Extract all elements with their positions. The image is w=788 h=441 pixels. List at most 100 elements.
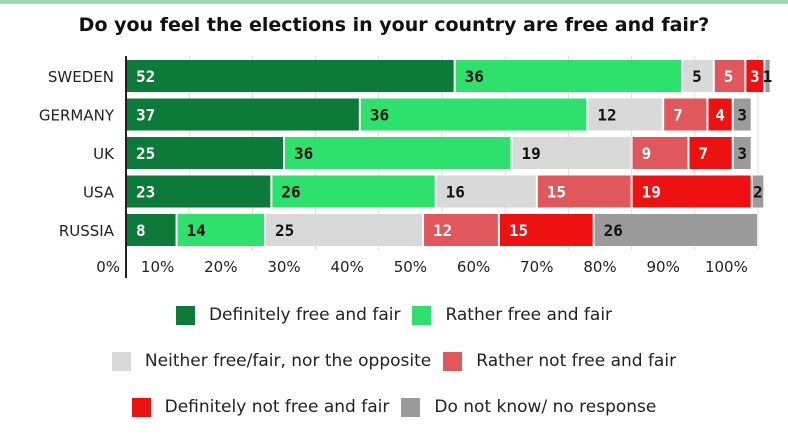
- data-label-russia-definitely-not-free-and-fair: 15: [509, 221, 528, 240]
- bar-sweden-neither-free-fair-nor-the-opposite: [683, 60, 713, 92]
- x-tick-label: 70%: [520, 258, 553, 276]
- bar-uk-neither-free-fair-nor-the-opposite: [512, 137, 631, 169]
- x-tick-label: 50%: [394, 258, 427, 276]
- bar-russia-do-not-know-no-response: [594, 214, 757, 246]
- legend-swatch: [111, 351, 131, 371]
- legend-item-definitely-not-free-and-fair: Definitely not free and fair: [131, 397, 389, 417]
- category-label-uk: UK: [93, 145, 115, 163]
- data-label-russia-definitely-free-and-fair: 8: [136, 221, 146, 240]
- data-label-germany-do-not-know-no-response: 3: [737, 106, 747, 125]
- data-label-usa-definitely-free-and-fair: 23: [136, 183, 155, 202]
- data-label-uk-definitely-free-and-fair: 25: [136, 144, 155, 163]
- bar-usa-neither-free-fair-nor-the-opposite: [436, 175, 536, 208]
- legend-label: Neither free/fair, nor the opposite: [144, 351, 432, 371]
- data-label-sweden-neither-free-fair-nor-the-opposite: 5: [692, 67, 702, 86]
- legend-item-rather-not-free-and-fair: Rather not free and fair: [443, 351, 676, 371]
- data-label-sweden-definitely-free-and-fair: 52: [136, 67, 155, 86]
- legend-swatch: [443, 351, 463, 371]
- legend-item-definitely-free-and-fair: Definitely free and fair: [175, 305, 401, 325]
- stacked-bar-chart: 52 36 5 5 3 137 36 12 7 4 325 36 19 9 7 323 26 16 15 19 28 14…: [39, 56, 772, 278]
- bar-uk-rather-free-and-fair: [285, 137, 511, 169]
- bars: 52 36 5 5 3 137 36 12 7 4 325 36 19 9 7 323 26 16 15 19 28 14…: [127, 60, 772, 246]
- data-label-germany-definitely-free-and-fair: 37: [136, 106, 155, 125]
- data-label-usa-rather-not-free-and-fair: 15: [547, 183, 566, 202]
- bar-germany-definitely-not-free-and-fair: [708, 98, 732, 131]
- data-label-germany-rather-free-and-fair: 36: [370, 106, 389, 125]
- legend-swatch: [412, 305, 432, 325]
- legend-swatch: [401, 397, 421, 417]
- bar-usa-definitely-free-and-fair: [127, 175, 271, 208]
- data-label-sweden-rather-free-and-fair: 36: [465, 67, 484, 86]
- bar-sweden-rather-free-and-fair: [455, 60, 682, 92]
- bar-russia-rather-not-free-and-fair: [424, 214, 498, 246]
- x-tick-label: 40%: [331, 258, 364, 276]
- data-label-uk-rather-not-free-and-fair: 9: [642, 144, 652, 163]
- data-label-sweden-definitely-not-free-and-fair: 3: [750, 67, 760, 86]
- bar-uk-rather-not-free-and-fair: [632, 137, 688, 169]
- legend-swatch: [131, 397, 151, 417]
- top-rule: [0, 0, 788, 4]
- legend-row: Definitely free and fair Rather free and …: [0, 305, 788, 325]
- data-label-sweden-do-not-know-no-response: 1: [763, 67, 773, 86]
- legend-label: Definitely free and fair: [208, 305, 401, 325]
- x-tick-label: 20%: [204, 258, 237, 276]
- bar-russia-rather-free-and-fair: [177, 214, 265, 246]
- data-label-sweden-rather-not-free-and-fair: 5: [724, 67, 734, 86]
- x-tick-label: 100%: [705, 258, 748, 276]
- data-label-uk-rather-free-and-fair: 36: [294, 144, 313, 163]
- legend-row: Definitely not free and fair Do not know/…: [0, 397, 788, 417]
- category-label-usa: USA: [83, 184, 115, 202]
- bar-sweden-rather-not-free-and-fair: [714, 60, 745, 92]
- data-label-germany-neither-free-fair-nor-the-opposite: 12: [597, 106, 616, 125]
- bar-usa-do-not-know-no-response: [752, 175, 764, 208]
- bar-usa-definitely-not-free-and-fair: [632, 175, 751, 208]
- data-label-uk-do-not-know-no-response: 3: [737, 144, 747, 163]
- x-tick-label: 90%: [647, 258, 680, 276]
- legend-row: Neither free/fair, nor the opposite Rathe…: [0, 351, 788, 371]
- data-label-usa-neither-free-fair-nor-the-opposite: 16: [446, 183, 465, 202]
- bar-uk-do-not-know-no-response: [733, 137, 751, 169]
- data-label-usa-do-not-know-no-response: 2: [753, 183, 763, 202]
- x-tick-label: 0%: [96, 258, 120, 276]
- legend-label: Do not know/ no response: [434, 397, 657, 417]
- bar-germany-rather-not-free-and-fair: [664, 98, 707, 131]
- data-label-germany-rather-not-free-and-fair: 7: [673, 106, 683, 125]
- x-tick-label: 80%: [583, 258, 616, 276]
- x-tick-labels: 0% 10% 20% 30% 40% 50% 60% 70% 80% 90% 100%: [96, 258, 748, 276]
- category-label-germany: GERMANY: [39, 107, 115, 125]
- legend-label: Rather free and fair: [445, 305, 613, 325]
- data-label-russia-rather-free-and-fair: 14: [187, 221, 206, 240]
- data-label-usa-definitely-not-free-and-fair: 19: [642, 183, 661, 202]
- data-label-uk-neither-free-fair-nor-the-opposite: 19: [522, 144, 541, 163]
- bar-russia-neither-free-fair-nor-the-opposite: [266, 214, 423, 246]
- x-tick-label: 30%: [267, 258, 300, 276]
- legend-item-rather-free-and-fair: Rather free and fair: [412, 305, 612, 325]
- bar-sweden-definitely-free-and-fair: [127, 60, 454, 92]
- bar-germany-neither-free-fair-nor-the-opposite: [588, 98, 663, 131]
- legend-item-neither-free-fair-nor-the-opposite: Neither free/fair, nor the opposite: [111, 351, 432, 371]
- legend-label: Rather not free and fair: [476, 351, 677, 371]
- x-tick-label: 10%: [141, 258, 174, 276]
- bar-sweden-definitely-not-free-and-fair: [746, 60, 764, 92]
- bar-russia-definitely-free-and-fair: [127, 214, 176, 246]
- bar-usa-rather-not-free-and-fair: [537, 175, 631, 208]
- category-labels: SWEDEN GERMANY UK USA RUSSIA: [39, 68, 115, 240]
- bar-uk-definitely-free-and-fair: [127, 137, 283, 169]
- category-label-sweden: SWEDEN: [48, 68, 114, 86]
- data-label-uk-definitely-not-free-and-fair: 7: [698, 144, 708, 163]
- data-label-russia-rather-not-free-and-fair: 12: [433, 221, 452, 240]
- bar-germany-do-not-know-no-response: [733, 98, 751, 131]
- legend-swatch: [175, 305, 195, 325]
- x-tick-label: 60%: [457, 258, 490, 276]
- chart-title: Do you feel the elections in your countr…: [78, 14, 710, 36]
- bar-uk-definitely-not-free-and-fair: [689, 137, 732, 169]
- bar-germany-rather-free-and-fair: [360, 98, 587, 131]
- data-label-germany-definitely-not-free-and-fair: 4: [715, 106, 725, 125]
- category-label-russia: RUSSIA: [59, 222, 115, 240]
- bar-usa-rather-free-and-fair: [272, 175, 435, 208]
- data-label-russia-do-not-know-no-response: 26: [604, 221, 623, 240]
- legend-item-do-not-know-no-response: Do not know/ no response: [401, 397, 656, 417]
- bar-germany-definitely-free-and-fair: [127, 98, 359, 131]
- bar-sweden-do-not-know-no-response: [765, 60, 770, 92]
- data-label-russia-neither-free-fair-nor-the-opposite: 25: [275, 221, 294, 240]
